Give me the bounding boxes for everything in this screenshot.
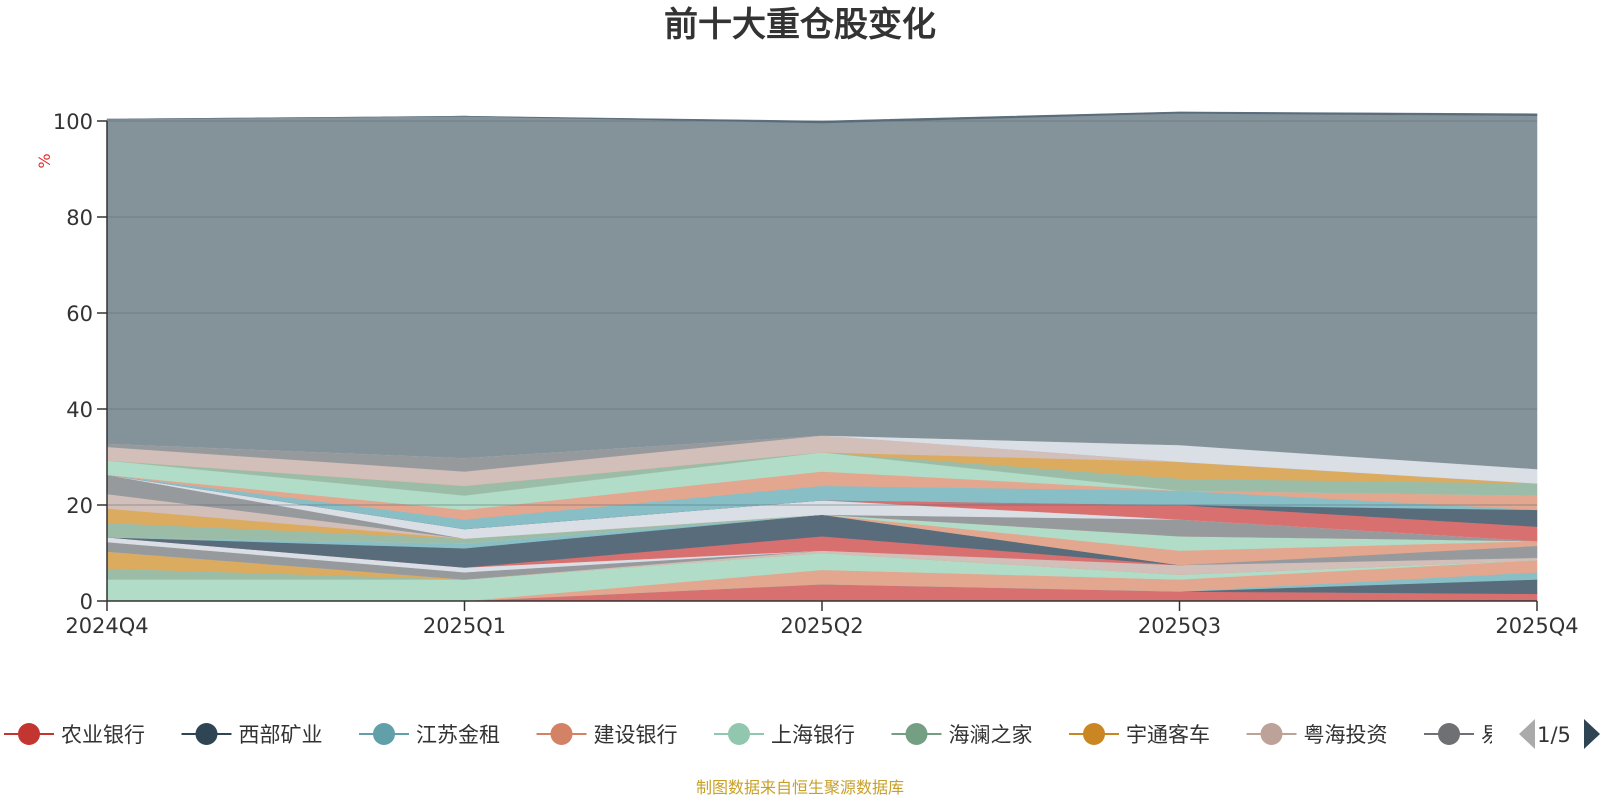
legend-marker-icon — [728, 723, 750, 745]
source-note: 制图数据来自恒生聚源数据库 — [695, 778, 904, 797]
legend-label: 上海银行 — [771, 723, 855, 747]
legend-marker-icon — [1260, 723, 1283, 745]
legend-item[interactable]: 农业银行 — [4, 723, 145, 747]
legend-item[interactable]: 海澜之家 — [891, 723, 1033, 747]
legend-item[interactable]: 江苏金租 — [359, 723, 500, 747]
legend-item[interactable]: 建设银行 — [536, 723, 678, 747]
y-axis-label: % — [35, 153, 54, 168]
legend-item[interactable]: 西部矿业 — [181, 723, 323, 747]
legend-label: 农业银行 — [61, 723, 145, 747]
x-tick-label: 2025Q1 — [423, 614, 506, 638]
stacked-area-layers — [106, 111, 1538, 602]
y-tick-label: 0 — [80, 590, 93, 614]
legend-next-page-icon[interactable] — [1584, 719, 1600, 749]
legend-label: 江苏金租 — [416, 723, 500, 747]
legend-marker-icon — [195, 723, 218, 745]
y-tick-label: 20 — [66, 494, 93, 518]
legend-marker-icon — [18, 723, 40, 745]
legend-marker-icon — [550, 723, 573, 745]
x-tick-label: 2025Q2 — [780, 614, 863, 638]
legend-item[interactable]: 易 — [1424, 723, 1502, 747]
legend: 农业银行 西部矿业 江苏金租 建设银行 上海银行 海澜之家 宇通客车 粤海投资 易 1/5 — [4, 719, 1600, 749]
axes: 0 20 40 60 80 100 2024Q4 2025Q1 2025Q2 2025Q3 2025… — [35, 110, 1579, 638]
legend-marker-icon — [1438, 723, 1460, 745]
area-series-31[interactable] — [106, 112, 1538, 470]
legend-label: 建设银行 — [594, 723, 678, 747]
y-tick-label: 60 — [66, 302, 93, 326]
area-series-32[interactable] — [106, 111, 1538, 124]
legend-label: 海澜之家 — [949, 723, 1033, 747]
grid-lines — [107, 120, 1537, 506]
y-tick-label: 100 — [53, 110, 93, 134]
x-tick-label: 2024Q4 — [65, 614, 148, 638]
legend-items: 农业银行 西部矿业 江苏金租 建设银行 上海银行 海澜之家 宇通客车 粤海投资 易 — [4, 723, 1502, 747]
chart-title: 前十大重仓股变化 — [664, 5, 936, 45]
legend-prev-page-icon[interactable] — [1519, 719, 1535, 749]
legend-marker-icon — [1083, 723, 1105, 745]
x-tick-label: 2025Q3 — [1138, 614, 1221, 638]
legend-marker-icon — [905, 723, 928, 745]
y-tick-label: 80 — [66, 206, 93, 230]
y-tick-label: 40 — [66, 398, 93, 422]
legend-label: 宇通客车 — [1126, 723, 1210, 747]
legend-item[interactable]: 粤海投资 — [1246, 723, 1388, 747]
legend-label: 西部矿业 — [239, 723, 323, 747]
legend-label: 易 — [1481, 723, 1502, 747]
legend-label: 粤海投资 — [1304, 723, 1388, 747]
legend-item[interactable]: 上海银行 — [714, 723, 855, 747]
legend-marker-icon — [373, 723, 395, 745]
x-tick-label: 2025Q4 — [1495, 614, 1578, 638]
legend-item[interactable]: 宇通客车 — [1069, 723, 1210, 747]
legend-page-indicator: 1/5 — [1537, 723, 1571, 747]
